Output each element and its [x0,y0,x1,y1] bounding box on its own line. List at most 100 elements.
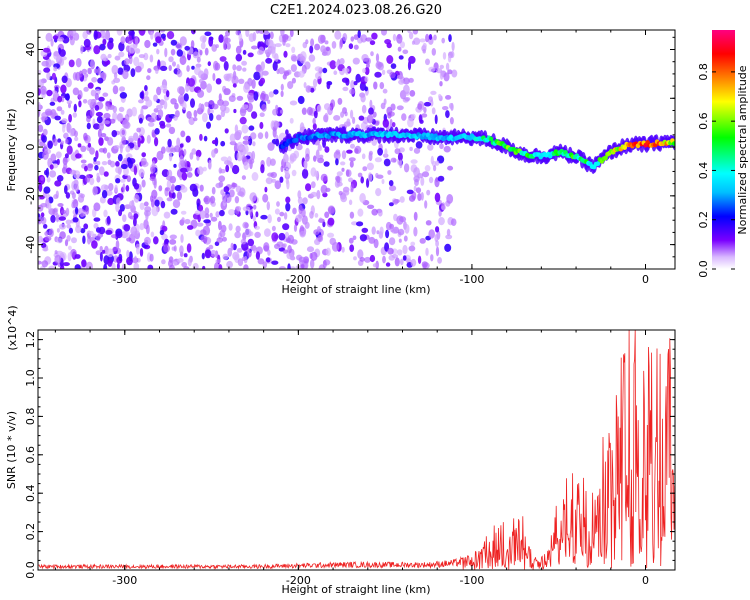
heatmap-cell [99,43,106,51]
heatmap-cell [38,102,41,110]
heatmap-cell [57,203,64,207]
heatmap-cell [143,201,149,207]
heatmap-cell [298,256,306,263]
heatmap-cell [71,192,76,200]
heatmap-cell [153,179,157,189]
heatmap-cell [447,165,454,171]
heatmap-cell [286,179,290,190]
heatmap-cell [255,251,260,260]
heatmap-cell [172,61,176,67]
heatmap-cell [424,165,431,172]
heatmap-cell [220,104,227,112]
heatmap-cell [181,261,188,268]
heatmap-cell [265,257,271,263]
heatmap-cell [87,163,94,169]
heatmap-cell [388,237,396,246]
heatmap-cell [418,114,423,123]
heatmap-cell [56,36,65,42]
heatmap-cell [186,172,193,178]
heatmap-cell [352,57,360,65]
heatmap-cell [187,225,194,230]
heatmap-cells [38,30,458,269]
heatmap-cell [371,208,379,216]
heatmap-cell [322,260,327,269]
heatmap-cell [49,101,56,106]
heatmap-cell [333,70,338,75]
colorbar-label: Normalized spectral amplitude [736,65,749,234]
heatmap-cell [125,153,133,160]
heatmap-cell [215,182,222,189]
heatmap-cell [167,138,172,148]
heatmap-cell [434,192,441,203]
heatmap-cell [219,229,226,238]
heatmap-cell [64,239,69,247]
heatmap-ridge-cell [672,141,675,146]
heatmap-cell [254,231,261,238]
heatmap-cell [103,112,111,119]
heatmap-cell [391,122,396,128]
heatmap-cell [398,238,402,243]
heatmap-cell [108,37,114,43]
heatmap-cell [133,194,140,203]
heatmap-cell [200,235,208,243]
heatmap-cell [215,78,222,85]
heatmap-cell [138,168,145,178]
heatmap-cell [218,167,222,174]
heatmap-cell [243,83,251,93]
heatmap-cell [417,193,422,201]
heatmap-cell [342,86,349,92]
heatmap-cell [274,243,281,249]
heatmap-cell [349,244,355,252]
heatmap-cell [392,33,397,42]
heatmap-cell [148,122,155,127]
heatmap-cell [138,117,143,124]
heatmap-cell [204,101,210,107]
heatmap-cell [439,143,444,150]
heatmap-cell [434,114,438,125]
heatmap-cell [61,118,68,124]
heatmap-cell [144,89,149,97]
heatmap-cell [386,55,394,64]
heatmap-cell [372,263,378,268]
heatmap-cell [236,141,243,151]
heatmap-cell [330,99,336,109]
heatmap-cell [126,249,130,259]
colorbar-tick-label: 0.4 [697,162,710,180]
heatmap-cell [218,34,224,43]
heatmap-cell [251,150,256,161]
heatmap-cell [299,230,306,238]
heatmap-cell [114,184,118,193]
heatmap-cell [63,163,68,171]
heatmap-cell [50,153,57,162]
heatmap-cell [187,257,192,267]
heatmap-cell [166,179,172,189]
heatmap-cell [450,50,455,59]
heatmap-cell [68,245,72,251]
heatmap-cell [85,174,91,183]
heatmap-cell [204,249,212,259]
heatmap-cell [260,164,265,174]
heatmap-cell [66,100,73,105]
heatmap-cell [322,221,326,228]
heatmap-cell [431,48,436,56]
heatmap-cell [242,49,247,55]
heatmap-cell [204,31,212,37]
heatmap-cell [438,210,442,217]
heatmap-cell [411,113,416,120]
heatmap-cell [329,237,337,246]
heatmap-cell [304,221,310,229]
heatmap-cell [151,206,159,217]
heatmap-cell [96,160,101,166]
heatmap-cell [48,228,54,238]
heatmap-cell [216,114,222,121]
heatmap-cell [289,30,294,38]
heatmap-cell [62,124,66,133]
heatmap-cell [439,81,443,87]
heatmap-cell [287,263,291,269]
heatmap-cell [275,138,280,147]
heatmap-cell [340,161,346,166]
heatmap-cell [60,209,67,214]
heatmap-cell [133,56,140,67]
heatmap-cell [195,229,201,237]
heatmap-cell [136,127,142,133]
